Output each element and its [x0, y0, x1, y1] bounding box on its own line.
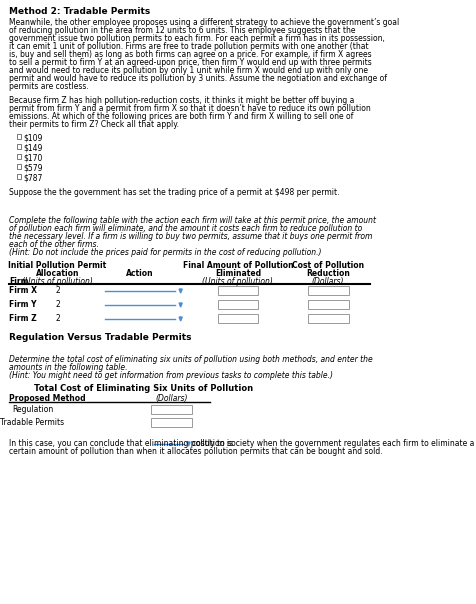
Text: permit and would have to reduce its pollution by 3 units. Assume the negotiation: permit and would have to reduce its poll…	[9, 74, 386, 83]
Polygon shape	[178, 303, 182, 307]
Text: Proposed Method: Proposed Method	[9, 394, 85, 403]
Text: $787: $787	[23, 173, 42, 182]
Bar	[217, 300, 258, 309]
Bar	[150, 405, 191, 414]
Text: the necessary level. If a firm is willing to buy two permits, assume that it buy: the necessary level. If a firm is willin…	[9, 232, 371, 241]
Text: Regulation Versus Tradable Permits: Regulation Versus Tradable Permits	[9, 333, 191, 342]
Bar	[17, 164, 20, 169]
Text: Firm X: Firm X	[9, 286, 37, 295]
Text: Suppose the the government has set the trading price of a permit at $498 per per: Suppose the the government has set the t…	[9, 188, 339, 197]
Text: $579: $579	[23, 163, 42, 172]
Text: to sell a permit to firm Y at an agreed-upon price, then firm Y would end up wit: to sell a permit to firm Y at an agreed-…	[9, 58, 371, 67]
Bar	[17, 134, 20, 139]
Text: (Dollars): (Dollars)	[155, 394, 187, 403]
Text: 2: 2	[55, 314, 60, 323]
Text: $170: $170	[23, 153, 42, 162]
Text: of reducing pollution in the area from 12 units to 6 units. This employee sugges: of reducing pollution in the area from 1…	[9, 26, 355, 35]
Text: $149: $149	[23, 143, 42, 152]
Text: of pollution each firm will eliminate, and the amount it costs each firm to redu: of pollution each firm will eliminate, a…	[9, 224, 361, 233]
Text: (Units of pollution): (Units of pollution)	[202, 277, 273, 286]
Text: (Hint: Do not include the prices paid for permits in the cost of reducing pollut: (Hint: Do not include the prices paid fo…	[9, 248, 321, 257]
Bar	[217, 286, 258, 295]
Text: Tradable Permits: Tradable Permits	[0, 418, 64, 427]
Text: Firm Z: Firm Z	[9, 314, 37, 323]
Bar	[150, 418, 191, 427]
Text: In this case, you can conclude that eliminating pollution is: In this case, you can conclude that elim…	[9, 439, 232, 448]
Polygon shape	[178, 289, 182, 293]
Text: Allocation: Allocation	[36, 269, 79, 278]
Text: Complete the following table with the action each firm will take at this permit : Complete the following table with the ac…	[9, 216, 375, 225]
Text: $109: $109	[23, 133, 42, 142]
Text: it can emit 1 unit of pollution. Firms are free to trade pollution permits with : it can emit 1 unit of pollution. Firms a…	[9, 42, 368, 51]
Text: and would need to reduce its pollution by only 1 unit while firm X would end up : and would need to reduce its pollution b…	[9, 66, 367, 75]
Text: costly to society when the government regulates each firm to eliminate a: costly to society when the government re…	[192, 439, 474, 448]
Text: Eliminated: Eliminated	[214, 269, 260, 278]
Text: Firm: Firm	[9, 277, 29, 286]
Bar	[17, 174, 20, 179]
Text: Total Cost of Eliminating Six Units of Pollution: Total Cost of Eliminating Six Units of P…	[34, 384, 253, 393]
Text: permits are costless.: permits are costless.	[9, 82, 89, 91]
Text: government issue two pollution permits to each firm. For each permit a firm has : government issue two pollution permits t…	[9, 34, 384, 43]
Text: Determine the total cost of eliminating six units of pollution using both method: Determine the total cost of eliminating …	[9, 355, 372, 364]
Text: Cost of Pollution: Cost of Pollution	[291, 261, 363, 270]
Bar	[307, 286, 348, 295]
Text: emissions. At which of the following prices are both firm Y and firm X willing t: emissions. At which of the following pri…	[9, 112, 353, 121]
Text: certain amount of pollution than when it allocates pollution permits that can be: certain amount of pollution than when it…	[9, 447, 382, 456]
Text: each of the other firms.: each of the other firms.	[9, 240, 99, 249]
Text: (Units of pollution): (Units of pollution)	[22, 277, 93, 286]
Text: is, buy and sell them) as long as both firms can agree on a price. For example, : is, buy and sell them) as long as both f…	[9, 50, 371, 59]
Bar	[217, 314, 258, 323]
Text: Method 2: Tradable Permits: Method 2: Tradable Permits	[9, 7, 150, 16]
Text: amounts in the following table.: amounts in the following table.	[9, 363, 127, 372]
Polygon shape	[187, 442, 189, 446]
Bar	[17, 154, 20, 159]
Text: Meanwhile, the other employee proposes using a different strategy to achieve the: Meanwhile, the other employee proposes u…	[9, 18, 398, 27]
Text: 2: 2	[55, 286, 60, 295]
Text: 2: 2	[55, 300, 60, 309]
Bar	[17, 144, 20, 149]
Polygon shape	[178, 317, 182, 321]
Text: Because firm Z has high pollution-reduction costs, it thinks it might be better : Because firm Z has high pollution-reduct…	[9, 96, 354, 105]
Bar	[307, 314, 348, 323]
Text: (Dollars): (Dollars)	[311, 277, 344, 286]
Text: their permits to firm Z? Check all that apply.: their permits to firm Z? Check all that …	[9, 120, 178, 129]
Text: Regulation: Regulation	[12, 405, 53, 414]
Text: Initial Pollution Permit: Initial Pollution Permit	[9, 261, 107, 270]
Text: (Hint: You might need to get information from previous tasks to complete this ta: (Hint: You might need to get information…	[9, 371, 332, 380]
Text: Final Amount of Pollution: Final Amount of Pollution	[182, 261, 293, 270]
Text: Firm Y: Firm Y	[9, 300, 36, 309]
Bar	[307, 300, 348, 309]
Text: permit from firm Y and a permit from firm X so that it doesn’t have to reduce it: permit from firm Y and a permit from fir…	[9, 104, 370, 113]
Text: Reduction: Reduction	[306, 269, 349, 278]
Text: Action: Action	[126, 269, 153, 278]
